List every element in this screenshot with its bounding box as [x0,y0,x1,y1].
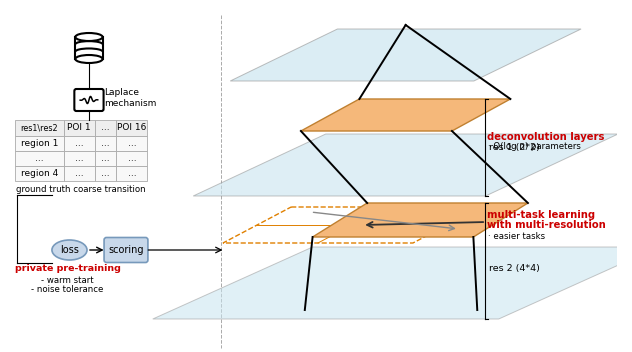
Text: scoring: scoring [108,245,143,255]
FancyBboxPatch shape [75,89,104,111]
Text: res1\res2: res1\res2 [20,124,58,132]
Text: ...: ... [75,139,83,148]
Text: private pre-training: private pre-training [15,264,121,273]
Text: Laplace
mechanism: Laplace mechanism [104,88,157,108]
Bar [75,37,102,59]
Text: POI 1: POI 1 [68,124,91,132]
Text: ...: ... [128,154,136,163]
Text: - warm start: - warm start [41,276,94,285]
Bar [95,120,116,136]
Text: region 4: region 4 [21,169,58,178]
Ellipse shape [52,240,87,260]
Text: ...: ... [101,124,110,132]
Ellipse shape [75,33,102,41]
Text: loss: loss [60,245,79,255]
Bar [15,166,64,181]
Bar [116,151,147,166]
Bar [15,120,64,136]
Polygon shape [193,134,618,196]
Text: ...: ... [101,139,110,148]
Text: POI 16: POI 16 [117,124,147,132]
Text: deconvolution layers: deconvolution layers [487,132,604,142]
Bar [95,166,116,181]
Text: ...: ... [35,154,44,163]
Text: · easier tasks: · easier tasks [489,232,545,241]
Bar [116,120,147,136]
Bar [64,136,95,151]
Bar [95,136,116,151]
Bar [64,120,95,136]
Polygon shape [313,203,528,237]
Text: region 1: region 1 [21,139,58,148]
Polygon shape [230,29,581,81]
Polygon shape [301,99,511,131]
Text: with multi-resolution: with multi-resolution [487,220,605,230]
Text: res 2 (4*4): res 2 (4*4) [489,264,540,274]
Text: res 1 (2*2): res 1 (2*2) [489,143,540,152]
Bar [64,166,95,181]
Text: ...: ... [128,169,136,178]
Text: ...: ... [75,169,83,178]
Bar [95,151,116,166]
FancyBboxPatch shape [104,238,148,263]
Text: multi-task learning: multi-task learning [487,210,595,220]
Text: ...: ... [101,154,110,163]
Polygon shape [153,247,632,319]
Bar [15,151,64,166]
Ellipse shape [75,55,102,63]
Text: · O(log n) parameters: · O(log n) parameters [489,142,581,151]
Text: - noise tolerance: - noise tolerance [32,285,104,294]
Text: ground truth coarse transition: ground truth coarse transition [16,185,146,194]
Text: ...: ... [75,154,83,163]
Text: ...: ... [101,169,110,178]
Text: ...: ... [128,139,136,148]
Bar [15,136,64,151]
Bar [64,151,95,166]
Bar [116,166,147,181]
Bar [116,136,147,151]
